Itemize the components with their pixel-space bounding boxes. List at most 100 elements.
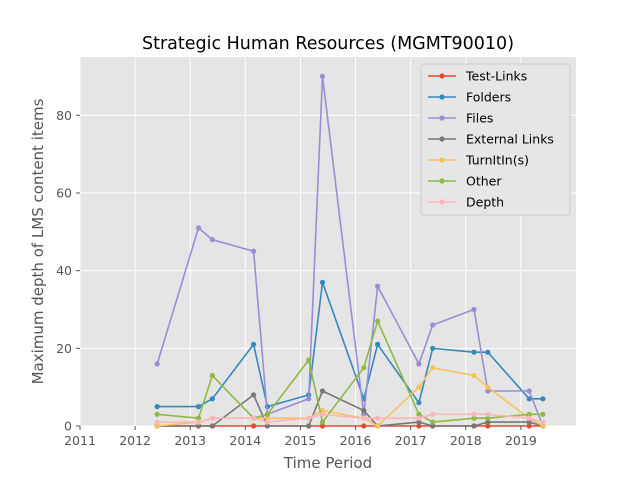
data-point-files — [430, 322, 436, 328]
data-point-other — [209, 372, 215, 379]
x-axis: 2011 2012 2013 2014 2015 2016 2017 2018 2019 — [64, 426, 537, 448]
data-point-turnitin-s — [416, 384, 422, 390]
legend-swatch-marker — [439, 136, 445, 142]
data-point-other — [540, 411, 546, 417]
data-point-folders — [485, 349, 491, 355]
data-point-files — [195, 225, 202, 231]
x-tick-label: 2019 — [505, 433, 537, 448]
data-point-files — [526, 388, 532, 394]
data-point-external-links — [430, 423, 436, 429]
data-point-folders — [416, 400, 422, 406]
data-point-turnitin-s — [154, 423, 160, 429]
legend-swatch-marker — [439, 178, 445, 184]
legend-swatch-marker — [439, 157, 445, 163]
data-point-turnitin-s — [319, 407, 326, 414]
data-point-other — [306, 357, 312, 363]
data-point-folders — [471, 349, 477, 355]
legend: Test-Links Folders Files External Links Turn… — [420, 63, 571, 216]
data-point-external-links — [209, 423, 215, 429]
legend-entry-files: Files — [428, 111, 493, 126]
data-point-depth — [430, 411, 436, 417]
legend-entry-external-links: External Links — [428, 132, 554, 147]
data-point-external-links — [361, 407, 367, 414]
series-other — [154, 318, 546, 425]
legend-label: Files — [466, 111, 493, 126]
x-tick-label: 2011 — [64, 433, 96, 448]
x-tick-label: 2015 — [285, 433, 317, 448]
data-point-turnitin-s — [375, 423, 381, 429]
y-axis: 0 20 40 60 80 — [56, 108, 80, 434]
data-point-folders — [251, 341, 257, 347]
legend-label: TurnItIn(s) — [465, 153, 529, 168]
data-point-external-links — [319, 388, 326, 394]
legend-entry-other: Other — [428, 174, 502, 189]
data-point-depth — [154, 419, 160, 425]
legend-label: Depth — [466, 195, 504, 210]
data-point-depth — [471, 411, 477, 417]
data-point-external-links — [471, 423, 477, 429]
data-point-other — [416, 411, 422, 417]
data-point-files — [471, 306, 477, 313]
data-point-files — [416, 361, 422, 367]
data-point-depth — [361, 415, 367, 421]
legend-entry-turnitin-s: TurnItIn(s) — [428, 153, 529, 168]
data-point-files — [251, 248, 257, 254]
y-axis-label: Maximum depth of LMS content items — [29, 98, 47, 384]
data-point-other — [430, 419, 436, 425]
data-point-files — [306, 396, 312, 402]
legend-entry-depth: Depth — [428, 195, 504, 210]
data-point-files — [209, 237, 215, 243]
data-point-folders — [430, 345, 436, 351]
x-tick-label: 2013 — [174, 433, 206, 448]
y-tick-label: 20 — [56, 341, 72, 356]
data-point-test-links — [361, 423, 367, 429]
x-tick-label: 2014 — [229, 433, 261, 448]
data-point-other — [485, 415, 491, 421]
data-point-depth — [209, 415, 215, 421]
data-point-other — [375, 318, 381, 324]
legend-label: Other — [466, 174, 502, 189]
chart-title: Strategic Human Resources (MGMT90010) — [142, 34, 514, 54]
data-point-external-links — [526, 419, 532, 425]
data-point-depth — [251, 415, 257, 421]
y-tick-label: 80 — [56, 108, 72, 123]
data-point-test-links — [251, 423, 257, 429]
legend-label: Folders — [466, 90, 511, 105]
grid-lines — [79, 57, 576, 427]
legend-swatch-marker — [439, 94, 445, 100]
data-point-test-links — [526, 423, 532, 429]
data-point-test-links — [416, 423, 422, 429]
data-point-other — [154, 411, 160, 417]
data-point-turnitin-s — [430, 365, 436, 371]
data-point-depth — [319, 411, 326, 417]
data-point-depth — [375, 415, 381, 421]
data-point-files — [154, 361, 160, 367]
y-tick-label: 0 — [64, 419, 72, 434]
data-point-other — [471, 415, 477, 421]
data-point-depth — [540, 419, 546, 425]
x-axis-label: Time Period — [283, 454, 372, 472]
data-point-folders — [209, 396, 215, 402]
data-point-depth — [416, 415, 422, 421]
legend-label: External Links — [466, 132, 554, 147]
data-point-external-links — [485, 419, 491, 425]
data-point-depth — [485, 411, 491, 417]
data-point-folders — [319, 279, 326, 285]
data-point-external-links — [306, 423, 312, 429]
legend-label: Test-Links — [465, 69, 527, 84]
data-point-depth — [526, 415, 532, 421]
legend-entry-test-links: Test-Links — [428, 69, 527, 84]
y-tick-label: 40 — [56, 263, 72, 278]
data-point-external-links — [251, 392, 257, 398]
data-point-turnitin-s — [485, 384, 491, 390]
data-point-turnitin-s — [540, 423, 546, 429]
data-point-other — [195, 415, 202, 421]
data-point-depth — [264, 419, 270, 425]
data-point-turnitin-s — [471, 372, 477, 379]
series-layer — [154, 73, 546, 429]
data-point-external-links — [416, 419, 422, 425]
x-tick-label: 2012 — [119, 433, 151, 448]
legend-entry-folders: Folders — [428, 90, 511, 105]
x-tick-label: 2017 — [395, 433, 427, 448]
x-tick-label: 2018 — [450, 433, 482, 448]
